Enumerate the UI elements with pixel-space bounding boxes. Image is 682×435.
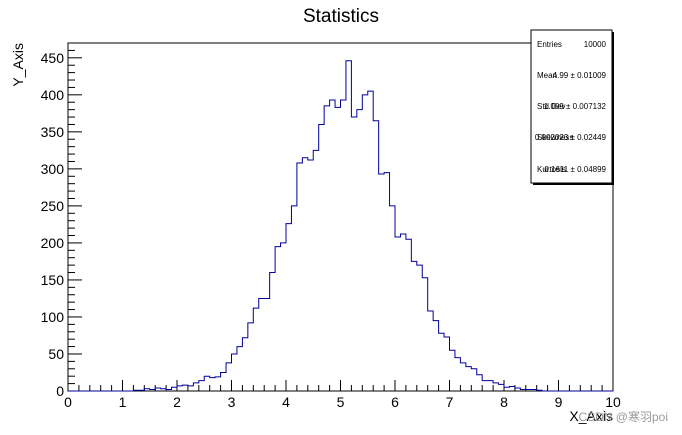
x-tick-label: 3 — [228, 394, 236, 410]
stats-kurtosis-value: 0.1611 ± 0.04899 — [544, 165, 606, 174]
stats-entries-value: 10000 — [584, 40, 607, 49]
x-tick-label: 9 — [555, 394, 563, 410]
y-axis: 0 50 100 150 200 250 300 350 400 450 — [41, 42, 82, 399]
histogram-series-line — [68, 60, 613, 392]
x-tick-label: 2 — [173, 394, 181, 410]
x-axis-title: X_Axis — [569, 408, 613, 424]
stats-mean-label: Mean — [537, 71, 557, 80]
stats-kurtosis-label: Kurtosis — [537, 165, 566, 174]
x-tick-label: 5 — [337, 394, 345, 410]
y-tick-label: 400 — [41, 87, 65, 103]
x-tick-label: 0 — [64, 394, 72, 410]
x-tick-label: 4 — [282, 394, 290, 410]
x-tick-label: 7 — [446, 394, 454, 410]
stats-stddev-label: Std Dev — [537, 102, 565, 111]
stats-skewness-value: 0.002023 ± 0.02449 — [535, 133, 607, 142]
x-axis: 0 1 2 3 4 5 6 7 8 9 10 — [64, 380, 621, 410]
y-tick-label: 250 — [41, 198, 65, 214]
watermark-text: CSDN @寒羽poi — [578, 409, 668, 424]
y-tick-label: 100 — [41, 309, 65, 325]
y-tick-label: 350 — [41, 124, 65, 140]
x-tick-label: 1 — [119, 394, 127, 410]
stats-box: Entries 10000 Mean 4.99 ± 0.01009 Std De… — [530, 29, 614, 185]
y-tick-label: 200 — [41, 235, 65, 251]
stats-skewness-label: Skewness — [537, 133, 573, 142]
y-tick-label: 50 — [48, 346, 64, 362]
y-tick-label: 450 — [41, 50, 65, 66]
stats-mean-value: 4.99 ± 0.01009 — [553, 71, 607, 80]
y-tick-label: 300 — [41, 161, 65, 177]
x-tick-label: 10 — [605, 394, 621, 410]
y-axis-title: Y_Axis — [10, 43, 26, 87]
y-tick-label: 0 — [56, 383, 64, 399]
chart-title: Statistics — [303, 6, 379, 27]
stats-entries-label: Entries — [537, 40, 562, 49]
y-tick-label: 150 — [41, 272, 65, 288]
x-tick-label: 8 — [500, 394, 508, 410]
x-tick-label: 6 — [391, 394, 399, 410]
stats-box-frame — [530, 29, 613, 184]
stats-stddev-value: 1.009 ± 0.007132 — [544, 102, 607, 111]
